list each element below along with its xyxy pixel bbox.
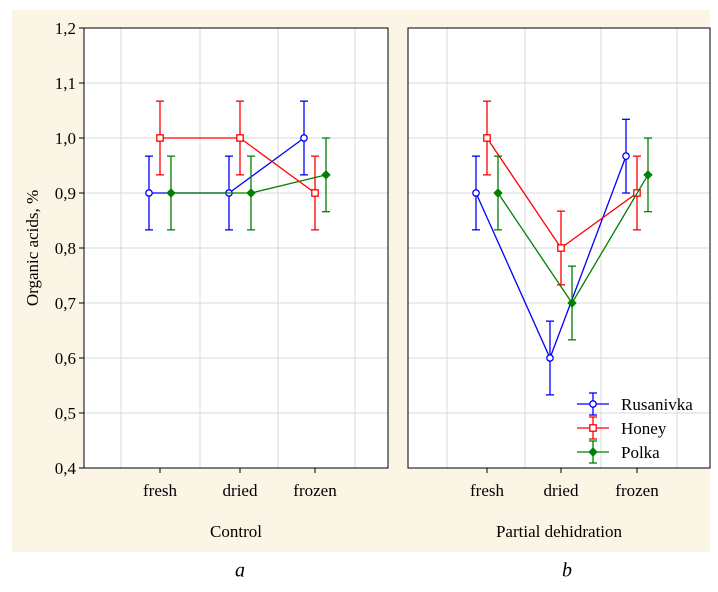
legend-label-honey: Honey bbox=[621, 419, 667, 438]
legend-label-rusanivka: Rusanivka bbox=[621, 395, 693, 414]
data-point-polka bbox=[321, 170, 331, 180]
x-tick-label: frozen bbox=[615, 481, 659, 500]
data-point-rusanivka bbox=[300, 134, 308, 142]
y-axis-label: Organic acids, % bbox=[23, 190, 42, 306]
x-tick-label: dried bbox=[544, 481, 579, 500]
data-point-polka bbox=[567, 298, 577, 308]
y-tick-label: 0,5 bbox=[55, 404, 76, 423]
chart-panel-1: 0,4 0,5 0,6 0,7 0,8 0,9 1,0 1,1 1,2 fresh dried fro… bbox=[55, 19, 389, 541]
x-tick-label: fresh bbox=[143, 481, 177, 500]
legend-marker bbox=[589, 424, 597, 432]
data-point-polka bbox=[246, 188, 256, 198]
y-tick-label: 0,7 bbox=[55, 294, 77, 313]
data-point-honey bbox=[557, 244, 565, 252]
y-tick-label: 0,6 bbox=[55, 349, 76, 368]
data-point-honey bbox=[311, 189, 319, 197]
y-tick-label: 1,0 bbox=[55, 129, 76, 148]
y-tick-label: 0,9 bbox=[55, 184, 76, 203]
y-tick-label: 1,1 bbox=[55, 74, 76, 93]
data-point-polka bbox=[643, 170, 653, 180]
x-axis-label: Partial dehidration bbox=[496, 522, 623, 541]
data-point-honey bbox=[156, 134, 164, 142]
x-axis-label: Control bbox=[210, 522, 262, 541]
y-tick-label: 0,8 bbox=[55, 239, 76, 258]
y-tick-label: 1,2 bbox=[55, 19, 76, 38]
legend-marker bbox=[589, 400, 597, 408]
data-point-rusanivka bbox=[546, 354, 554, 362]
x-tick-label: frozen bbox=[293, 481, 337, 500]
data-point-polka bbox=[166, 188, 176, 198]
legend-marker bbox=[588, 447, 598, 457]
x-tick-label: fresh bbox=[470, 481, 504, 500]
plot-border bbox=[407, 27, 711, 469]
panel-letter-b: b bbox=[562, 559, 572, 582]
data-point-rusanivka bbox=[622, 152, 630, 160]
x-tick-label: dried bbox=[223, 481, 258, 500]
plot-border bbox=[83, 27, 389, 469]
chart-svg: Organic acids, % 0,4 0,5 0,6 0,7 0,8 0,9 1,0 1,1… bbox=[12, 10, 711, 552]
panel-letter-a: a bbox=[235, 559, 245, 582]
y-tick-label: 0,4 bbox=[55, 459, 77, 478]
data-point-rusanivka bbox=[472, 189, 480, 197]
legend-label-polka: Polka bbox=[621, 443, 660, 462]
data-point-honey bbox=[236, 134, 244, 142]
chart-panel-2: fresh dried frozen Partial dehidration Rusan… bbox=[407, 27, 711, 541]
data-point-rusanivka bbox=[145, 189, 153, 197]
data-point-polka bbox=[493, 188, 503, 198]
data-point-honey bbox=[483, 134, 491, 142]
